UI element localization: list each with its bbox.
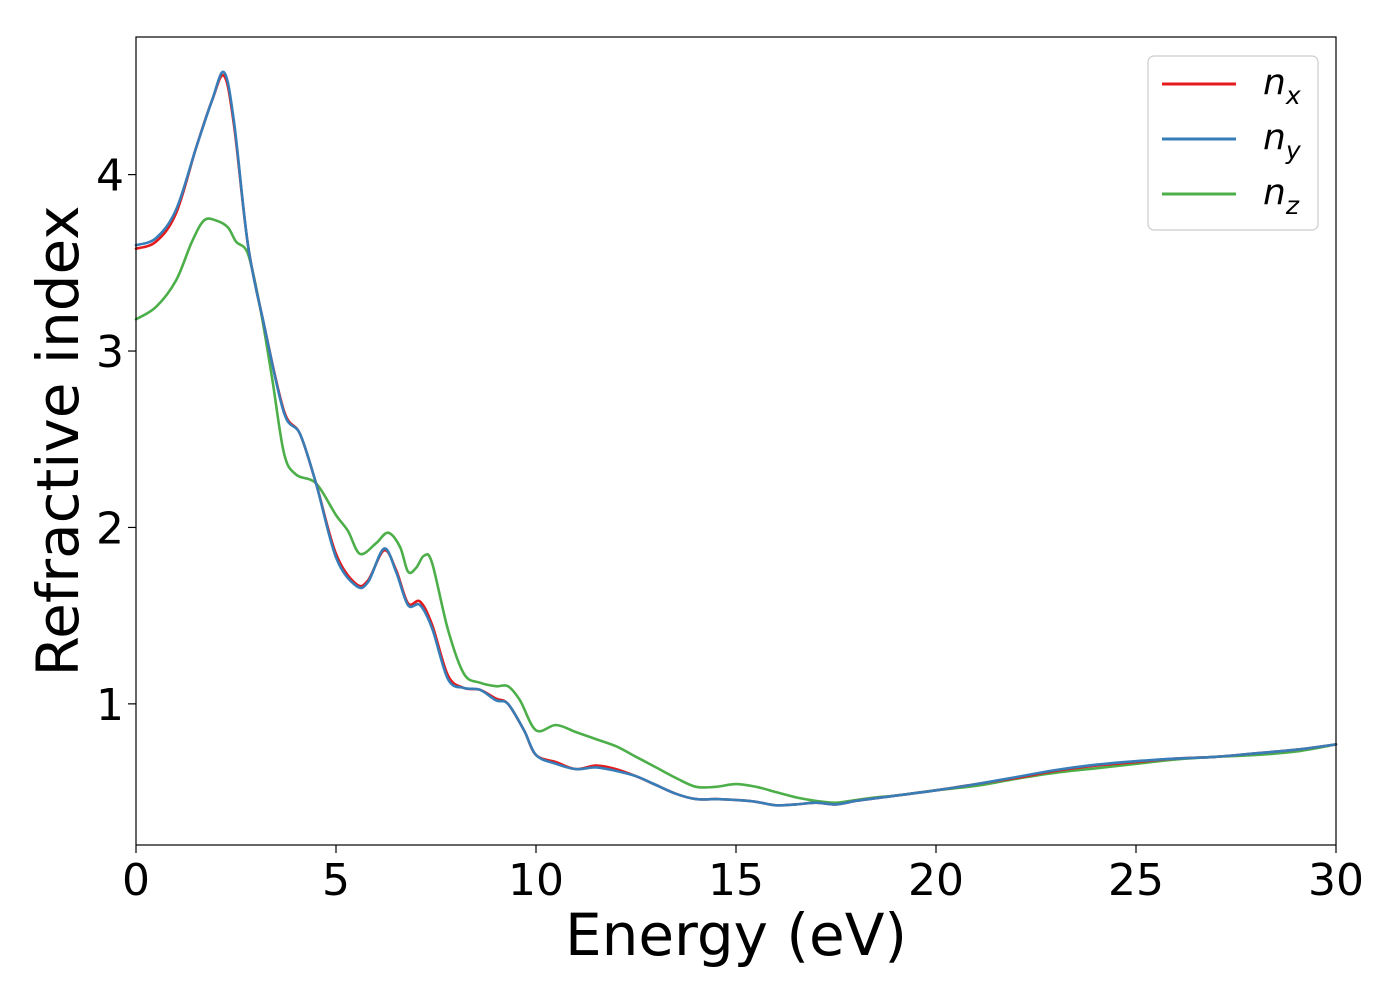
series-layer <box>134 70 1338 807</box>
x-tick-label: 20 <box>908 855 964 906</box>
legend-label-n-y: ny <box>1263 117 1302 165</box>
x-tick-label: 10 <box>508 855 564 906</box>
y-axis-title: Refractive index <box>24 205 92 676</box>
y-tick-label: 4 <box>96 151 124 202</box>
x-tick-label: 15 <box>708 855 764 906</box>
x-tick-label: 0 <box>122 855 150 906</box>
legend: nx ny nz <box>1147 55 1319 231</box>
x-tick-label: 25 <box>1108 855 1164 906</box>
series-line-n-y <box>134 70 1338 807</box>
legend-label-n-z: nz <box>1263 172 1300 220</box>
y-tick-label: 2 <box>96 503 124 554</box>
y-tick-label: 3 <box>96 327 124 378</box>
legend-label-n-x: nx <box>1263 62 1301 110</box>
x-tick-label: 5 <box>322 855 350 906</box>
legend-box <box>1147 55 1319 231</box>
x-tick-label: 30 <box>1308 855 1364 906</box>
ticks-layer: 0 5 10 15 20 25 30 1 2 3 4 <box>96 151 1364 906</box>
x-axis-title: Energy (eV) <box>565 901 907 969</box>
y-tick-label: 1 <box>96 680 124 731</box>
